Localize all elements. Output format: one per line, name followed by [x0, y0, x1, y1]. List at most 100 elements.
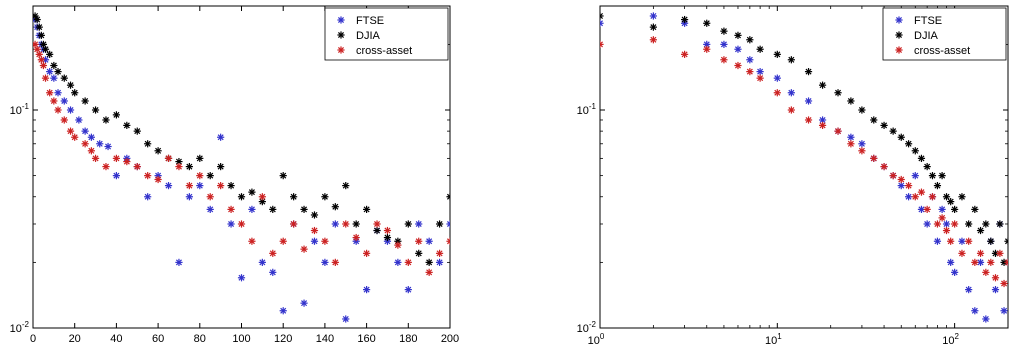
- data-point: [773, 74, 781, 82]
- data-point: [66, 106, 75, 114]
- data-point: [965, 220, 973, 228]
- data-point: [352, 220, 360, 228]
- legend-marker: [337, 31, 345, 39]
- chart-panel-2: 100 101 102 10-2 10-1 FTSE DJIA cross-asset: [577, 5, 1009, 347]
- data-point: [897, 175, 905, 184]
- data-point: [342, 182, 350, 190]
- data-point: [54, 89, 62, 97]
- data-point: [66, 81, 75, 89]
- x-tick-label: 100: [232, 333, 250, 345]
- data-point: [102, 116, 110, 124]
- data-point: [847, 133, 855, 141]
- x-tick-label: 100: [588, 332, 605, 347]
- x-tick-label: 102: [942, 332, 959, 347]
- data-point: [938, 205, 946, 213]
- data-point: [394, 241, 402, 249]
- legend-label: DJIA: [356, 30, 381, 42]
- data-point: [965, 286, 973, 294]
- data-point: [958, 237, 966, 245]
- legend-label: DJIA: [914, 30, 939, 42]
- data-point: [383, 233, 392, 242]
- data-point: [60, 116, 68, 124]
- data-point: [54, 106, 62, 114]
- data-point: [227, 220, 235, 228]
- data-point: [720, 40, 728, 48]
- data-point: [54, 68, 62, 76]
- legend-marker: [895, 31, 903, 39]
- data-point: [217, 182, 225, 190]
- data-point: [331, 220, 339, 228]
- data-point: [164, 154, 173, 162]
- data-point: [734, 31, 742, 39]
- data-point: [773, 50, 781, 58]
- data-point: [37, 31, 45, 39]
- data-point: [363, 249, 371, 257]
- legend-marker: [337, 46, 345, 54]
- data-point: [310, 211, 319, 219]
- data-point: [373, 226, 381, 235]
- data-point: [112, 111, 120, 119]
- data-point: [818, 121, 827, 129]
- data-point: [889, 127, 897, 135]
- data-point: [880, 121, 888, 129]
- data-point: [50, 74, 58, 82]
- data-point: [942, 193, 951, 201]
- data-point: [248, 205, 256, 213]
- data-point: [290, 193, 298, 201]
- data-point: [649, 23, 657, 31]
- data-point: [237, 220, 246, 228]
- data-point: [35, 50, 43, 58]
- data-point: [185, 182, 193, 190]
- x-tick-label: 160: [357, 333, 375, 345]
- data-point: [425, 237, 433, 245]
- data-point: [394, 258, 402, 266]
- y-tick-label: 10-1: [577, 102, 597, 117]
- data-point: [321, 193, 329, 201]
- data-points: [600, 12, 1008, 323]
- data-point: [50, 97, 58, 105]
- data-point: [870, 154, 878, 162]
- data-point: [938, 214, 946, 222]
- data-point: [35, 23, 43, 31]
- data-point: [834, 89, 842, 97]
- data-point: [96, 140, 104, 148]
- data-point: [991, 249, 1000, 257]
- data-point: [269, 268, 277, 276]
- data-point: [279, 237, 287, 245]
- data-point: [734, 61, 742, 70]
- data-point: [928, 193, 937, 201]
- data-point: [300, 299, 308, 307]
- data-point: [951, 205, 959, 213]
- data-point: [331, 203, 339, 211]
- data-point: [787, 56, 795, 64]
- x-tick-label: 80: [194, 333, 206, 345]
- data-point: [415, 220, 423, 228]
- data-point: [987, 258, 995, 266]
- x-tick-label: 0: [30, 333, 36, 345]
- data-point: [680, 15, 689, 24]
- data-point: [373, 220, 381, 228]
- data-point: [87, 133, 95, 141]
- data-point: [982, 268, 990, 276]
- series-cross-asset: [33, 40, 450, 276]
- data-point: [446, 237, 450, 245]
- data-point: [938, 172, 946, 180]
- data-point: [46, 89, 54, 97]
- data-point: [446, 220, 450, 228]
- data-point: [858, 147, 866, 155]
- data-point: [102, 163, 110, 171]
- y-tick-label: 10-1: [10, 102, 30, 117]
- data-point: [363, 286, 371, 294]
- data-point: [982, 315, 990, 323]
- series-ftse: [33, 15, 450, 323]
- data-point: [60, 97, 68, 105]
- data-point: [923, 220, 931, 228]
- data-point: [227, 205, 235, 213]
- data-point: [237, 274, 246, 282]
- data-point: [310, 226, 319, 235]
- data-point: [947, 198, 955, 206]
- data-point: [217, 163, 225, 171]
- data-point: [196, 182, 204, 190]
- data-point: [889, 172, 897, 180]
- data-point: [123, 121, 131, 129]
